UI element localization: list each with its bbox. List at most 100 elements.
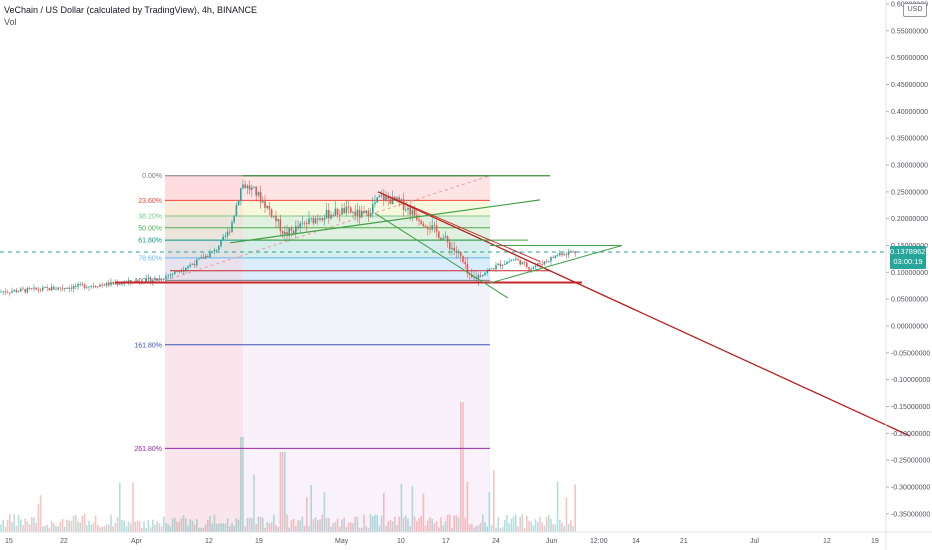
candle	[312, 217, 315, 224]
y-tick-label: -0.25000000	[891, 458, 930, 465]
volume-bar	[130, 523, 132, 532]
candle	[356, 209, 359, 216]
volume-bar	[501, 527, 504, 532]
candle	[339, 214, 341, 216]
volume-bar	[0, 524, 2, 532]
candle	[451, 247, 453, 250]
volume-bar	[70, 521, 73, 532]
volume-bar	[464, 517, 466, 532]
volume-bar	[61, 519, 64, 532]
volume-bar	[255, 524, 257, 532]
candle	[75, 285, 77, 287]
candle	[242, 184, 244, 189]
candle	[235, 205, 238, 216]
candle	[332, 215, 334, 216]
volume-bar	[189, 519, 191, 532]
volume-bar	[367, 527, 370, 532]
candle	[61, 288, 64, 290]
candle	[402, 199, 405, 211]
volume-bar	[79, 522, 81, 532]
candle	[552, 257, 554, 258]
volume-bar	[303, 525, 306, 532]
x-tick-label: 22	[60, 538, 68, 545]
candle	[391, 196, 394, 204]
candle	[226, 231, 229, 236]
x-tick-label: 19	[255, 538, 263, 545]
candle	[422, 223, 425, 227]
volume-bar	[446, 515, 449, 532]
candle	[387, 196, 389, 200]
candle	[191, 264, 194, 265]
volume-bar	[497, 517, 499, 532]
volume-bar	[275, 524, 277, 532]
volume-bar	[207, 520, 209, 532]
candle	[121, 283, 123, 285]
candle	[211, 251, 213, 253]
candle	[244, 184, 246, 189]
candle	[543, 261, 546, 265]
fib-zone	[165, 240, 490, 258]
volume-bar	[193, 524, 196, 532]
candle	[424, 226, 427, 227]
volume-bar	[92, 522, 95, 532]
x-tick-label: 12	[823, 538, 831, 545]
candle	[200, 257, 202, 259]
volume-bar	[475, 526, 477, 532]
candle	[528, 267, 530, 270]
volume-bar	[75, 515, 77, 532]
descending-trend-line	[377, 191, 911, 437]
volume-bar	[176, 521, 178, 532]
candle	[537, 263, 539, 266]
volume-bar	[266, 521, 268, 532]
candle	[174, 271, 176, 274]
chart-legend: VeChain / US Dollar (calculated by Tradi…	[4, 4, 257, 28]
volume-bar	[308, 526, 310, 532]
volume-bar	[257, 516, 260, 532]
volume-bar	[493, 470, 495, 532]
volume-bar	[556, 481, 559, 532]
candle	[352, 211, 354, 213]
candle	[508, 261, 510, 263]
volume-bar	[50, 521, 53, 532]
candle	[462, 256, 464, 263]
volume-bar	[105, 524, 108, 532]
candle	[374, 202, 376, 205]
volume-label: Vol	[4, 17, 17, 27]
volume-bar	[563, 525, 565, 532]
candle	[308, 218, 310, 224]
volume-bar	[561, 522, 563, 532]
volume-bar	[365, 525, 367, 532]
y-tick-label: 0.45000000	[891, 82, 928, 89]
x-tick-label: 12:00	[590, 538, 608, 545]
candle	[369, 213, 372, 217]
volume-bar	[174, 517, 176, 532]
candle	[147, 277, 150, 279]
volume-bar	[66, 519, 68, 532]
candle	[101, 284, 103, 286]
candle	[521, 261, 524, 265]
candle	[548, 261, 550, 262]
volume-bar	[17, 515, 20, 532]
volume-bar	[550, 518, 552, 532]
x-tick-label: 15	[5, 538, 13, 545]
volume-bar	[543, 525, 546, 532]
descending-channel-line	[374, 212, 509, 299]
candle	[295, 226, 297, 234]
candle	[471, 274, 473, 278]
candle	[145, 278, 147, 283]
candle	[497, 263, 499, 266]
volume-bar	[46, 524, 48, 532]
volume-bar	[231, 522, 233, 532]
volume-bar	[554, 524, 557, 532]
volume-bar	[147, 520, 150, 532]
candle	[53, 286, 55, 290]
candle	[385, 196, 387, 201]
candle	[28, 287, 31, 289]
volume-bar	[20, 519, 22, 532]
candle	[460, 251, 462, 257]
volume-bar	[83, 514, 86, 532]
currency-badge[interactable]: USD	[903, 3, 927, 17]
candle	[389, 199, 392, 204]
